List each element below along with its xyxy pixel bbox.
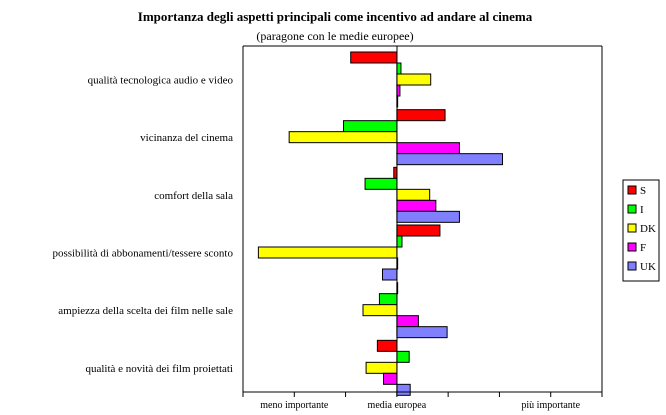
bars-group: [257, 51, 504, 396]
bar-uk-cat3: [396, 210, 460, 223]
category-label: possibilità di abbonamenti/tessere scont…: [52, 248, 233, 260]
legend-swatch-s: [627, 185, 637, 195]
bar-dk-cat1: [396, 73, 432, 86]
bar-i-cat4: [396, 235, 403, 248]
bar-s-cat2: [396, 109, 446, 122]
bar-dk-cat4: [257, 246, 398, 259]
category-labels: qualità tecnologica audio e video vicinan…: [52, 75, 233, 375]
bar-dk-cat6: [365, 361, 398, 374]
legend: SI DK F UK: [622, 179, 660, 282]
category-label: vicinanza del cinema: [140, 132, 233, 144]
x-tick-label: meno importante: [260, 400, 329, 411]
chart-subtitle: (paragone con le medie europee): [256, 29, 413, 43]
bar-f-cat2: [396, 142, 460, 155]
bar-uk-cat4: [381, 268, 398, 281]
bar-uk-cat5: [396, 326, 448, 339]
category-label: ampiezza della scelta dei film nelle sal…: [58, 305, 233, 317]
legend-label-f: F: [640, 242, 646, 254]
legend-swatch-uk: [627, 261, 637, 271]
legend-swatch-dk: [627, 223, 637, 233]
legend-swatch-f: [627, 242, 637, 252]
x-tick-label: media europea: [368, 400, 427, 411]
legend-swatch-i: [627, 204, 637, 214]
bar-s-cat6: [376, 339, 398, 352]
bar-uk-cat2: [396, 153, 504, 166]
bar-s-cat3: [393, 166, 398, 179]
legend-label-s: S: [640, 185, 646, 197]
category-label: qualità tecnologica audio e video: [88, 75, 234, 87]
bar-s-cat4: [396, 224, 441, 237]
bar-f-cat6: [383, 372, 398, 385]
x-axis-tick-labels: meno importante media europea più importan…: [260, 400, 580, 411]
bar-s-cat1: [350, 51, 398, 64]
bar-i-cat2: [343, 120, 398, 133]
x-axis-ticks: [242, 392, 603, 397]
bar-i-cat6: [396, 350, 410, 363]
bar-dk-cat2: [288, 131, 398, 144]
bar-dk-cat3: [396, 188, 431, 201]
x-tick-label: più importante: [521, 400, 580, 411]
category-label: qualità e novità dei film proiettati: [85, 363, 233, 375]
bar-dk-cat5: [362, 304, 398, 317]
chart-title: Importanza degli aspetti principali come…: [138, 9, 533, 24]
bar-i-cat5: [378, 293, 398, 306]
legend-label-dk: DK: [640, 223, 656, 235]
category-label: comfort della sala: [154, 190, 233, 202]
bar-f-cat5: [396, 315, 419, 328]
legend-label-uk: UK: [640, 261, 656, 273]
bar-uk-cat6: [396, 383, 411, 396]
bar-i-cat3: [364, 177, 398, 190]
bar-f-cat3: [396, 199, 437, 212]
legend-label-i: I: [640, 204, 644, 216]
